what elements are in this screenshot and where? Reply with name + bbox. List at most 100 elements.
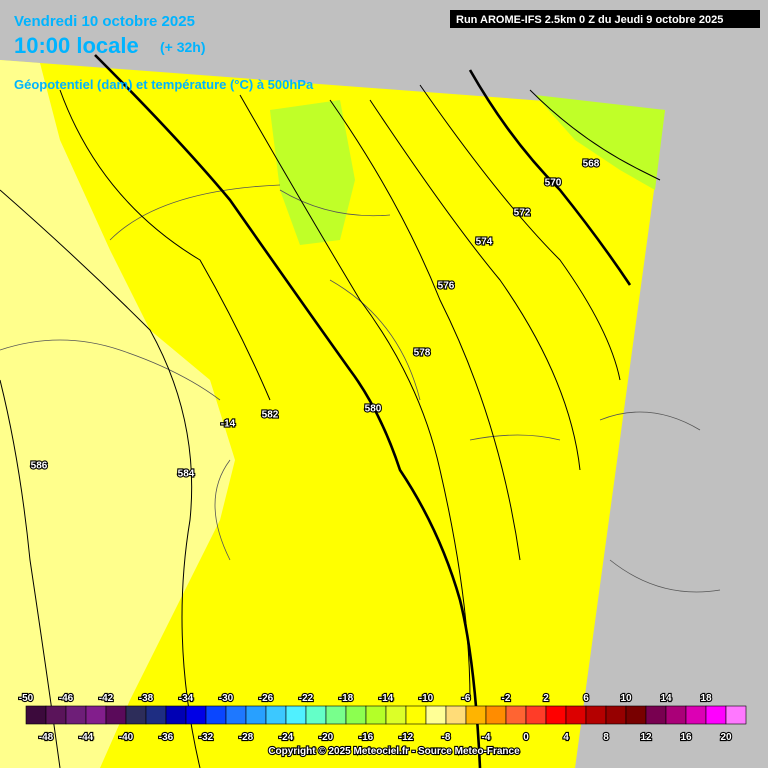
colorbar-swatch: [205, 705, 227, 725]
isohypse: [0, 379, 61, 768]
time: 10:00 locale: [14, 33, 139, 58]
colorbar-swatch: [505, 705, 527, 725]
colorbar-swatch: [105, 705, 127, 725]
colorbar-label: 4: [563, 732, 569, 743]
colorbar-label: -2: [502, 693, 511, 704]
colorbar-swatch: [665, 705, 687, 725]
colorbar-label: 12: [640, 732, 652, 743]
colorbar-label: -28: [239, 732, 254, 743]
colorbar-swatch: [265, 705, 287, 725]
contour-label: 576: [438, 281, 455, 292]
colorbar-label: -20: [319, 732, 334, 743]
colorbar-swatch: [465, 705, 487, 725]
cold-zone: [270, 100, 355, 245]
lead: (+ 32h): [160, 39, 206, 55]
isohypse-bold: [94, 54, 482, 768]
colorbar-label: -38: [139, 693, 154, 704]
isohypse: [419, 84, 621, 381]
run-box: [450, 10, 760, 28]
colorbar-label: -26: [259, 693, 274, 704]
colorbar-swatch: [485, 705, 507, 725]
colorbar-swatch: [305, 705, 327, 725]
colorbar-label: -32: [199, 732, 214, 743]
contour-label: 570: [545, 178, 562, 189]
colorbar-label: -46: [59, 693, 74, 704]
contour-label: 578: [414, 348, 431, 359]
colorbar-label: -30: [219, 693, 234, 704]
contour-label: 586: [31, 461, 48, 472]
colorbar-swatch: [245, 705, 267, 725]
colorbar-swatch: [545, 705, 567, 725]
colorbar-label: -10: [419, 693, 434, 704]
colorbar-label: -16: [359, 732, 374, 743]
colorbar-label: -14: [379, 693, 394, 704]
colorbar-swatch: [25, 705, 47, 725]
colorbar-label: -36: [159, 732, 174, 743]
contour-label: 568: [583, 159, 600, 170]
colorbar-swatch: [565, 705, 587, 725]
colorbar-swatch: [645, 705, 667, 725]
contour-label: 580: [365, 404, 382, 415]
colorbar-swatch: [585, 705, 607, 725]
colorbar-swatch: [725, 705, 747, 725]
subtitle: Géopotentiel (dam) et température (°C) à…: [14, 77, 314, 92]
contour-label: 584: [178, 469, 195, 480]
colorbar-swatch: [45, 705, 67, 725]
colorbar-swatch: [445, 705, 467, 725]
contour-label: 572: [514, 208, 531, 219]
colorbar-swatch: [685, 705, 707, 725]
copyright: Copyright © 2025 Meteociel.fr - Source M…: [268, 746, 520, 757]
contour-label: 582: [262, 410, 279, 421]
colorbar-swatch: [385, 705, 407, 725]
colorbar-label: -40: [119, 732, 134, 743]
colorbar-label: 0: [523, 732, 529, 743]
colorbar-label: 14: [660, 693, 672, 704]
colorbar-swatch: [365, 705, 387, 725]
colorbar-label: 6: [583, 693, 589, 704]
warm-zone: [0, 60, 235, 768]
colorbar-swatch: [605, 705, 627, 725]
colorbar-swatch: [285, 705, 307, 725]
colorbar-swatch: [185, 705, 207, 725]
colorbar-label: -8: [442, 732, 451, 743]
colorbar-label: 20: [720, 732, 732, 743]
isohypse: [369, 99, 581, 471]
colorbar-label: -6: [462, 693, 471, 704]
isohypse: [329, 99, 521, 561]
colorbar-swatch: [85, 705, 107, 725]
colorbar-label: 16: [680, 732, 692, 743]
isohypse: [239, 94, 471, 701]
colorbar-label: -50: [19, 693, 34, 704]
colorbar-swatch: [345, 705, 367, 725]
colorbar-label: 8: [603, 732, 609, 743]
colorbar-swatch: [165, 705, 187, 725]
colorbar-label: 18: [700, 693, 712, 704]
colorbar-swatch: [705, 705, 727, 725]
colorbar-label: -44: [79, 732, 94, 743]
isohypse: [529, 89, 661, 181]
date: Vendredi 10 octobre 2025: [14, 13, 195, 30]
colorbar-label: 10: [620, 693, 632, 704]
contour-label: 574: [476, 237, 493, 248]
colorbar-label: -34: [179, 693, 194, 704]
colorbar-label: -42: [99, 693, 114, 704]
contour-label: -14: [221, 419, 236, 430]
isohypse: [59, 89, 271, 401]
colorbar-swatch: [125, 705, 147, 725]
colorbar-swatch: [65, 705, 87, 725]
run-info: Run AROME-IFS 2.5km 0 Z du Jeudi 9 octob…: [456, 14, 723, 26]
colorbar-label: 2: [543, 693, 549, 704]
colorbar-swatch: [325, 705, 347, 725]
colorbar-label: -22: [299, 693, 314, 704]
colorbar-label: -4: [482, 732, 491, 743]
borders: [0, 184, 721, 593]
colorbar-swatch: [425, 705, 447, 725]
colorbar-label: -18: [339, 693, 354, 704]
colorbar-swatch: [525, 705, 547, 725]
isohypse: [0, 189, 201, 768]
colorbar-swatch: [625, 705, 647, 725]
colorbar-label: -24: [279, 732, 294, 743]
colorbar-swatch: [145, 705, 167, 725]
colorbar-swatch: [225, 705, 247, 725]
